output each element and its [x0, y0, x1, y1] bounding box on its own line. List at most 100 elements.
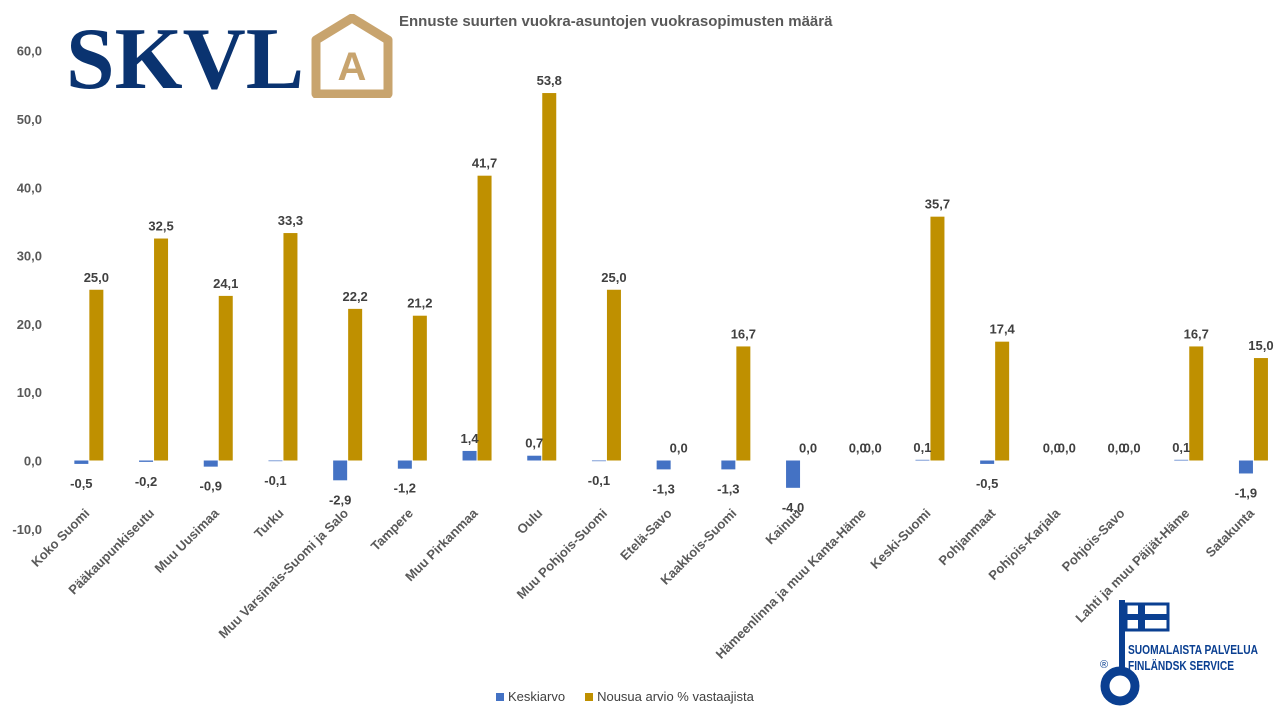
data-label-nousua: 21,2 — [407, 296, 432, 311]
legend-item-nousua: Nousua arvio % vastaajista — [585, 689, 754, 704]
bar-keskiarvo — [721, 460, 736, 470]
bar-nousua — [1189, 346, 1204, 461]
data-label-nousua: 17,4 — [989, 322, 1015, 337]
x-category-label: Muu Uusimaa — [152, 505, 223, 576]
data-label-nousua: 33,3 — [278, 213, 303, 228]
registered-mark: ® — [1100, 659, 1108, 671]
legend-swatch-gold — [585, 692, 594, 701]
badge-text-line2: FINLÄNDSK SERVICE — [1128, 658, 1234, 673]
bar-keskiarvo — [462, 450, 477, 461]
bar-nousua — [542, 93, 557, 461]
bar-nousua — [283, 233, 298, 461]
data-label-keskiarvo: 0,1 — [913, 440, 931, 455]
data-label-keskiarvo: -0,2 — [135, 474, 157, 489]
bar-nousua — [412, 315, 427, 461]
bar-nousua — [1253, 358, 1268, 461]
y-tick-label: 50,0 — [17, 112, 42, 127]
legend-label: Keskiarvo — [508, 689, 566, 704]
bar-keskiarvo — [333, 460, 348, 481]
x-category-label: Muu Varsinais-Suomi ja Salo — [216, 505, 352, 641]
data-label-keskiarvo: -2,9 — [329, 492, 351, 507]
bar-keskiarvo — [980, 460, 995, 464]
house-a-icon: A — [311, 14, 393, 98]
legend-swatch-blue — [496, 692, 504, 701]
y-tick-label: -10,0 — [12, 522, 42, 537]
data-label-nousua: 25,0 — [601, 270, 626, 285]
bar-keskiarvo — [268, 460, 283, 462]
y-tick-label: 10,0 — [17, 385, 42, 400]
data-label-keskiarvo: -0,5 — [976, 476, 998, 491]
x-category-label: Pohjanmaat — [936, 505, 999, 568]
badge-text-line1: SUOMALAISTA PALVELUA — [1128, 642, 1258, 657]
chart-title: Ennuste suurten vuokra-asuntojen vuokras… — [399, 13, 833, 30]
y-tick-label: 20,0 — [17, 317, 42, 332]
bar-nousua — [89, 289, 104, 461]
data-label-keskiarvo: 1,4 — [461, 431, 480, 446]
data-label-nousua: 16,7 — [1184, 326, 1209, 341]
x-category-label: Turku — [251, 505, 287, 541]
data-label-nousua: 15,0 — [1248, 338, 1273, 353]
legend-label: Nousua arvio % vastaajista — [597, 689, 754, 704]
bar-nousua — [348, 308, 363, 461]
bar-keskiarvo — [397, 460, 412, 469]
bar-nousua — [154, 238, 169, 461]
data-label-nousua: 22,2 — [342, 289, 367, 304]
bar-nousua — [930, 216, 945, 461]
bar-keskiarvo — [786, 460, 801, 488]
x-category-label: Tampere — [368, 506, 416, 554]
data-label-nousua: 53,8 — [537, 73, 562, 88]
data-label-nousua: 0,0 — [1123, 441, 1141, 456]
data-label-keskiarvo: -0,1 — [588, 473, 610, 488]
data-label-keskiarvo: -1,2 — [394, 481, 416, 496]
house-a-letter: A — [338, 45, 367, 89]
data-label-nousua: 25,0 — [84, 270, 109, 285]
y-tick-label: 0,0 — [24, 454, 42, 469]
data-label-nousua: 0,0 — [670, 441, 688, 456]
x-category-label: Keski-Suomi — [867, 506, 933, 572]
data-label-keskiarvo: -4,0 — [782, 500, 804, 515]
bar-nousua — [995, 341, 1010, 461]
data-label-nousua: 0,0 — [799, 441, 817, 456]
bar-keskiarvo — [74, 460, 89, 464]
y-tick-label: 60,0 — [17, 44, 42, 59]
bar-keskiarvo — [527, 455, 542, 461]
data-label-keskiarvo: 0,1 — [1172, 440, 1190, 455]
bar-keskiarvo — [591, 460, 606, 462]
data-label-nousua: 35,7 — [925, 197, 950, 212]
data-label-keskiarvo: -0,1 — [264, 473, 286, 488]
data-label-keskiarvo: -1,3 — [652, 481, 674, 496]
bar-keskiarvo — [1238, 460, 1253, 474]
x-category-label: Koko Suomi — [28, 506, 92, 570]
x-category-label: Pohjois-Savo — [1059, 505, 1128, 574]
data-label-keskiarvo: -1,3 — [717, 481, 739, 496]
key-flag-badge: SUOMALAISTA PALVELUA FINLÄNDSK SERVICE ® — [1100, 600, 1258, 706]
x-category-label: Satakunta — [1203, 505, 1258, 560]
data-label-keskiarvo: 0,0 — [1043, 441, 1061, 456]
data-label-keskiarvo: -0,9 — [200, 479, 222, 494]
x-category-label: Etelä-Savo — [617, 505, 675, 563]
key-flag-icon — [1100, 600, 1170, 706]
data-label-keskiarvo: -1,9 — [1235, 485, 1257, 500]
bar-keskiarvo — [915, 459, 930, 461]
skvl-logo: SKVL A — [66, 14, 393, 98]
y-tick-label: 30,0 — [17, 249, 42, 264]
bar-nousua — [218, 295, 233, 461]
x-category-label: Oulu — [514, 505, 546, 537]
data-label-nousua: 24,1 — [213, 276, 238, 291]
bar-keskiarvo — [1174, 459, 1189, 461]
chart-legend: Keskiarvo Nousua arvio % vastaajista — [496, 689, 754, 704]
data-label-keskiarvo: -0,5 — [70, 476, 92, 491]
data-label-keskiarvo: 0,7 — [525, 436, 543, 451]
bar-nousua — [477, 175, 492, 461]
bar-keskiarvo — [656, 460, 671, 470]
data-label-nousua: 0,0 — [1058, 441, 1076, 456]
data-label-nousua: 16,7 — [731, 326, 756, 341]
skvl-logo-text: SKVL — [66, 14, 304, 98]
bar-keskiarvo — [139, 460, 154, 462]
bar-nousua — [736, 346, 751, 461]
data-label-nousua: 32,5 — [148, 219, 173, 234]
bar-nousua — [606, 289, 621, 461]
y-tick-label: 40,0 — [17, 180, 42, 195]
